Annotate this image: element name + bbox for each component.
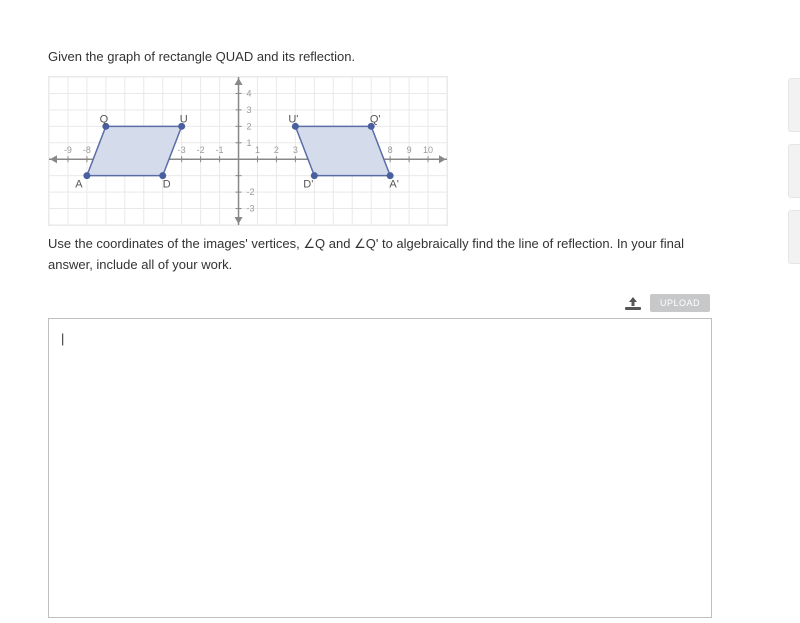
graph-figure: 12345678910-9-8-3-2-11234-2-3QUADU'Q'D'A… [48,76,448,226]
svg-text:4: 4 [247,89,252,99]
svg-text:D': D' [303,179,313,191]
side-stub-3[interactable] [788,210,800,264]
svg-text:10: 10 [423,145,433,155]
svg-text:U: U [180,114,188,126]
prompt-line-2: Use the coordinates of the images' verti… [48,234,712,276]
svg-text:Q: Q [100,114,109,126]
upload-row: UPLOAD [48,294,712,312]
svg-text:9: 9 [407,145,412,155]
svg-text:-2: -2 [247,187,255,197]
svg-text:-3: -3 [178,145,186,155]
answer-textarea[interactable] [48,318,712,618]
svg-text:3: 3 [247,105,252,115]
svg-text:1: 1 [255,145,260,155]
side-stub-1[interactable] [788,78,800,132]
prompt-line-1: Given the graph of rectangle QUAD and it… [48,48,712,66]
upload-icon[interactable] [624,295,642,311]
svg-text:-2: -2 [197,145,205,155]
upload-button[interactable]: UPLOAD [650,294,710,312]
svg-text:2: 2 [247,122,252,132]
svg-text:U': U' [288,114,298,126]
svg-text:Q': Q' [370,114,381,126]
svg-text:-9: -9 [64,145,72,155]
svg-text:-1: -1 [216,145,224,155]
svg-text:1: 1 [247,138,252,148]
svg-text:A': A' [389,179,398,191]
svg-text:-3: -3 [247,204,255,214]
svg-text:2: 2 [274,145,279,155]
side-stub-2[interactable] [788,144,800,198]
svg-text:8: 8 [388,145,393,155]
svg-text:D: D [163,179,171,191]
svg-text:-8: -8 [83,145,91,155]
svg-text:A: A [75,179,83,191]
svg-text:3: 3 [293,145,298,155]
side-panel-stubs [788,78,800,276]
